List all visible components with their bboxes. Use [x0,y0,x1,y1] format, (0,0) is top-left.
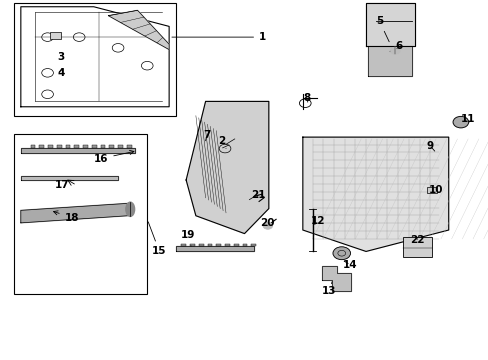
Circle shape [452,116,468,128]
Bar [50,32,61,39]
Bar [199,244,203,246]
Bar [216,244,221,246]
Polygon shape [302,137,448,251]
Bar [233,244,238,246]
Polygon shape [186,102,268,234]
Bar [14,134,147,294]
Text: 16: 16 [94,150,134,163]
Text: 5: 5 [375,16,388,42]
Text: 4: 4 [57,68,64,78]
Polygon shape [21,176,118,180]
Polygon shape [21,203,130,223]
Bar [109,145,114,148]
Bar [251,244,256,246]
Bar [30,145,35,148]
Bar [224,244,229,246]
Text: 3: 3 [57,52,64,62]
Text: 14: 14 [343,260,357,270]
Bar [118,145,122,148]
Circle shape [332,247,350,260]
Polygon shape [176,246,254,251]
Bar [190,244,195,246]
Text: 19: 19 [181,230,195,246]
Bar [48,145,53,148]
Bar [126,145,131,148]
Ellipse shape [125,202,134,216]
Text: 18: 18 [53,211,79,222]
Bar [207,244,212,246]
Bar [101,145,105,148]
Bar [14,3,176,116]
Text: 9: 9 [426,141,434,151]
Bar [402,237,431,257]
Text: 20: 20 [260,218,274,228]
Text: 17: 17 [55,180,69,190]
Text: 2: 2 [217,136,225,149]
Circle shape [263,222,272,229]
Text: 8: 8 [303,93,310,103]
Polygon shape [368,46,411,76]
Bar [242,244,247,246]
Text: 12: 12 [310,216,325,226]
Circle shape [389,47,399,54]
Bar [83,145,88,148]
Text: 13: 13 [322,282,336,296]
Text: 21: 21 [250,190,265,200]
Polygon shape [322,266,351,291]
Text: 10: 10 [428,185,443,195]
Text: 11: 11 [460,114,474,124]
Text: 22: 22 [409,235,424,245]
Text: 1: 1 [172,32,266,42]
Bar [181,244,186,246]
Text: 7: 7 [203,130,210,141]
Bar [39,145,44,148]
Bar [92,145,97,148]
Polygon shape [366,3,414,46]
Bar [57,145,61,148]
Text: 15: 15 [148,222,166,256]
Bar [65,145,70,148]
Polygon shape [21,148,135,153]
Polygon shape [108,10,169,50]
Bar [74,145,79,148]
Text: 6: 6 [394,41,402,51]
Bar [426,187,436,193]
